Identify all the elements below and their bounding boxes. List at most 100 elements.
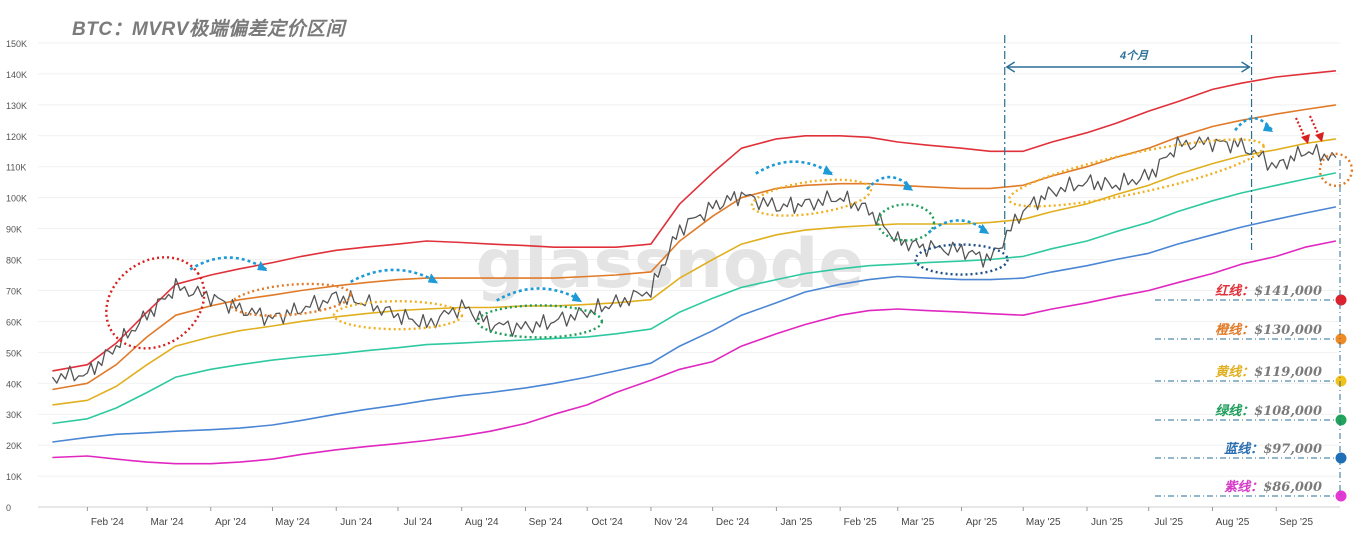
x-tick-label: Sep '25 [1279,517,1313,528]
legend-dot [1335,414,1347,426]
legend-value: $86,000 [1263,480,1322,495]
x-tick-label: Jul '25 [1154,517,1183,528]
legend-value: $130,000 [1254,323,1322,338]
x-tick-label: Aug '25 [1216,517,1250,528]
legend-value: $97,000 [1263,442,1322,457]
legend-item: 黄线：$119,000 [1215,365,1322,380]
watermark: glassnode [476,225,865,304]
x-tick-label: May '25 [1026,517,1061,528]
legend-name: 紫线 [1224,480,1251,495]
transition-arrowhead [903,180,914,191]
series-line-e0313b [52,70,1336,372]
highlight-ellipse [1318,152,1354,188]
y-tick-label: 140K [6,70,27,80]
x-axis-labels: Feb '24 Mar '24 Apr '24 May '24 Jun '24 Jul '… [86,507,1313,528]
highlight-ellipse [105,256,206,350]
series-line-e028c0 [52,240,1337,465]
legend-item: 橙线：$130,000 [1215,323,1322,338]
legend-dot [1335,490,1347,502]
x-tick-label: Nov '24 [654,517,688,528]
transition-arc [927,219,990,234]
x-tick-label: May '24 [275,517,310,528]
x-tick-label: Apr '25 [966,517,998,528]
legend-value: $119,000 [1254,365,1322,380]
x-tick-label: Sep '24 [529,517,563,528]
legend-dot [1335,375,1347,387]
y-tick-label: 40K [6,379,22,389]
span-arrowhead-right [1241,61,1251,73]
y-tick-label: 10K [6,472,22,482]
legend-item: 绿线：$108,000 [1215,404,1322,419]
transition-arrowhead [1263,122,1274,132]
series-line-btc [51,136,1337,384]
y-tick-label: 60K [6,317,22,327]
highlight-ellipse [750,178,873,217]
y-tick-label: 30K [6,410,22,420]
y-tick-label: 100K [6,194,27,204]
transition-arrowhead [427,273,439,284]
x-tick-label: Jun '25 [1091,517,1123,528]
x-tick-label: Mar '24 [150,517,183,528]
legend-dot [1335,294,1347,306]
y-tick-label: 110K [6,163,26,173]
annotations [105,35,1354,502]
y-tick-label: 90K [6,225,22,235]
legend-value: $108,000 [1254,404,1322,419]
legend-name: 蓝线 [1224,442,1251,457]
legend-item: 红线：$141,000 [1215,284,1322,299]
x-tick-label: Dec '24 [716,517,750,528]
legend-item: 紫线：$86,000 [1224,480,1322,495]
transition-arc [755,160,833,175]
y-tick-label: 50K [6,348,22,358]
y-axis-labels: 0 10K 20K 30K 40K 50K 60K 70K 80K 90K 100K 110K 120K… [6,39,27,513]
transition-arc [350,268,438,284]
x-tick-label: Jul '24 [404,517,433,528]
transition-arc [865,175,914,191]
legend-dot [1335,333,1347,345]
y-tick-label: 150K [6,39,27,49]
transition-arrowhead [822,165,833,176]
y-tick-label: 0 [6,503,11,513]
span-arrowhead-left [1005,61,1016,73]
legend-item: 蓝线：$97,000 [1224,442,1322,457]
series-line-2fc9a0 [52,172,1337,425]
transition-arrowhead [979,224,990,235]
legend-name: 红线 [1215,284,1242,299]
transition-arrowhead [571,292,583,303]
down-arrowhead [1301,134,1310,144]
transition-arc [496,287,582,302]
x-tick-label: Aug '24 [465,517,499,528]
transition-arc [189,256,268,271]
x-tick-label: Oct '24 [591,517,623,528]
legend-name: 黄线 [1215,365,1242,380]
y-tick-label: 120K [6,132,27,142]
x-tick-label: Feb '25 [844,517,877,528]
highlight-ellipse [876,203,936,242]
highlight-ellipse [914,243,1009,276]
y-tick-label: 130K [6,101,27,111]
highlight-ellipse [332,300,464,331]
series-line-e0b020 [52,138,1337,406]
down-arrowhead [1315,132,1324,142]
chart-title: BTC：MVRV极端偏差定价区间 [72,19,345,40]
x-tick-label: Feb '24 [91,517,124,528]
highlight-ellipse [1007,138,1265,208]
gridlines [38,42,1340,508]
legend-name: 绿线 [1215,404,1242,419]
x-tick-label: Apr '24 [215,517,247,528]
span-label-4-months: 4个月 [1120,50,1149,62]
highlight-ellipse [476,304,604,339]
x-tick-label: Jun '24 [340,517,372,528]
y-tick-label: 20K [6,441,22,451]
highlight-ellipse [230,282,352,317]
series-line-4a86d4 [52,206,1337,443]
transition-arrowhead [257,261,268,272]
x-tick-label: Mar '25 [901,517,934,528]
y-tick-label: 70K [6,286,22,296]
legend-value: $141,000 [1254,284,1322,299]
legend-name: 橙线 [1215,323,1242,338]
legend-dot [1335,452,1347,464]
y-tick-label: 80K [6,256,22,266]
x-tick-label: Jan '25 [780,517,812,528]
